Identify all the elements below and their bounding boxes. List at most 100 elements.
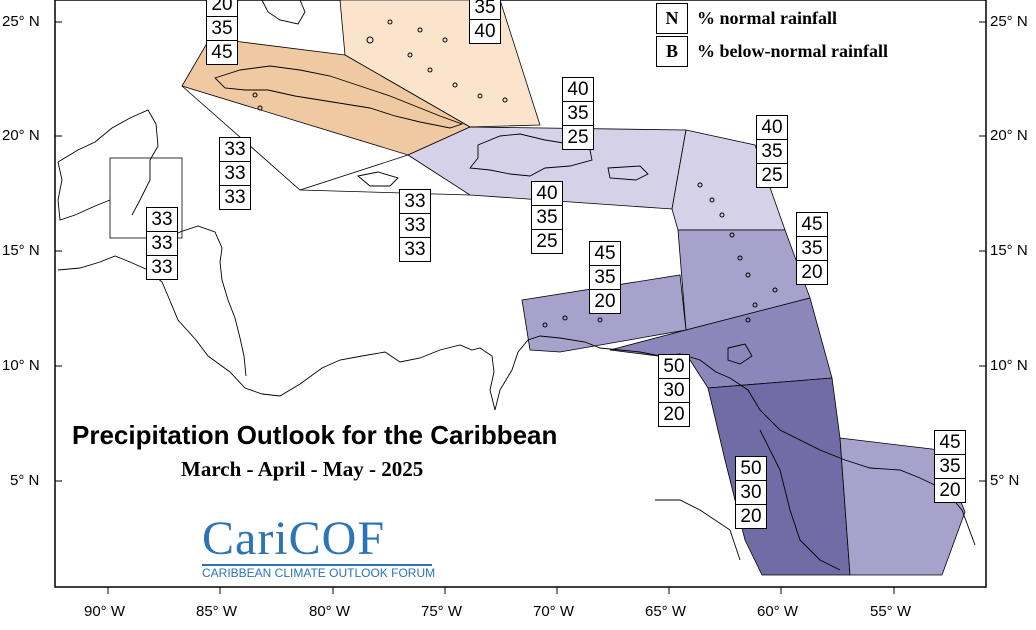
coast-florida: [261, 0, 306, 25]
prob-box-cuba: 33 33 33: [219, 137, 251, 210]
prob-above: 50: [735, 456, 767, 481]
prob-below: 45: [206, 40, 238, 65]
prob-above: 33: [146, 207, 178, 232]
map-subtitle: March - April - May - 2025: [181, 457, 424, 481]
region-suriname: [839, 437, 966, 576]
legend-row-normal: N % normal rainfall: [656, 2, 986, 35]
prob-normal: 33: [146, 231, 178, 256]
prob-above: 40: [562, 77, 594, 102]
lon-label-70: 70° W: [533, 603, 575, 620]
prob-below: 40: [469, 19, 501, 44]
prob-normal: 33: [219, 161, 251, 186]
coast-central-america: [57, 255, 496, 411]
legend-key-below: B: [656, 36, 688, 67]
logo-wordmark: CariCOF: [202, 512, 386, 565]
prob-box-leeward: 40 35 25: [756, 115, 788, 188]
prob-normal: 30: [735, 480, 767, 505]
prob-box-windward: 45 35 20: [796, 212, 828, 285]
prob-normal: 35: [469, 0, 501, 20]
prob-normal: 35: [796, 236, 828, 261]
left-ticks: [55, 21, 986, 594]
lat-label-left-5: 5° N: [10, 472, 40, 489]
lon-label-90: 90° W: [84, 603, 126, 620]
prob-above: 40: [531, 181, 563, 206]
prob-box-abc: 45 35 20: [589, 241, 621, 314]
lon-label-75: 75° W: [421, 603, 463, 620]
coast-trinidad: [727, 343, 753, 365]
lon-label-65: 65° W: [645, 603, 687, 620]
legend-text-normal: % normal rainfall: [697, 8, 837, 28]
coast-venezuela: [494, 335, 976, 546]
prob-normal: 35: [756, 139, 788, 164]
prob-box-trinidad: 50 30 20: [658, 354, 690, 427]
prob-above: 45: [934, 430, 966, 455]
prob-below: 20: [934, 478, 966, 503]
coast-cuba: [214, 65, 464, 129]
legend: N % normal rainfall B % below-normal rai…: [656, 2, 986, 68]
region-cuba: [181, 37, 471, 156]
lat-label-right-25: 25° N: [990, 13, 1028, 30]
lat-label-left-15: 15° N: [2, 242, 40, 259]
lat-label-right-20: 20° N: [990, 127, 1028, 144]
coast-hispaniola: [469, 133, 593, 177]
prob-below: 25: [531, 229, 563, 254]
prob-normal: 35: [934, 454, 966, 479]
prob-normal: 30: [658, 378, 690, 403]
prob-below: 20: [796, 260, 828, 285]
prob-normal: 35: [531, 205, 563, 230]
coast-brazil: [655, 499, 741, 561]
prob-normal: 35: [206, 16, 238, 41]
lat-label-left-25: 25° N: [2, 13, 40, 30]
prob-box-suriname: 45 35 20: [934, 430, 966, 503]
prob-above: 45: [796, 212, 828, 237]
coast-guianas-inner: [759, 429, 841, 571]
coast-nicaragua: [155, 225, 247, 377]
lat-label-right-15: 15° N: [990, 242, 1028, 259]
prob-box-bahamas-west: 20 35 45: [206, 0, 238, 65]
prob-normal: 35: [589, 265, 621, 290]
prob-box-hispaniola-north: 40 35 25: [562, 77, 594, 150]
prob-above: 20: [206, 0, 238, 17]
prob-below: 20: [658, 402, 690, 427]
prob-below: 20: [735, 504, 767, 529]
prob-above: 40: [756, 115, 788, 140]
prob-box-hispaniola: 40 35 25: [531, 181, 563, 254]
prob-normal: 35: [562, 101, 594, 126]
caricof-logo: CariCOF CARIBBEAN CLIMATE OUTLOOK FORUM: [202, 512, 435, 580]
prob-below: 33: [219, 185, 251, 210]
coast-gulf: [57, 161, 111, 221]
legend-key-normal: N: [656, 3, 688, 34]
lon-label-85: 85° W: [196, 603, 238, 620]
prob-box-belize: 33 33 33: [146, 207, 178, 280]
prob-below: 25: [562, 125, 594, 150]
lat-label-right-10: 10° N: [990, 357, 1028, 374]
lat-label-left-20: 20° N: [2, 127, 40, 144]
lon-label-55: 55° W: [870, 603, 912, 620]
legend-text-below: % below-normal rainfall: [697, 41, 888, 61]
lat-label-left-10: 10° N: [2, 357, 40, 374]
lon-label-60: 60° W: [757, 603, 799, 620]
prob-above: 50: [658, 354, 690, 379]
small-islands: [252, 19, 778, 328]
logo-rule: [202, 564, 432, 566]
coast-jamaica: [356, 171, 399, 187]
prob-above: 45: [589, 241, 621, 266]
logo-tagline: CARIBBEAN CLIMATE OUTLOOK FORUM: [202, 566, 436, 580]
coast-yucatan: [57, 109, 159, 216]
prob-below: 25: [756, 163, 788, 188]
prob-below: 20: [589, 289, 621, 314]
lat-label-right-5: 5° N: [990, 472, 1020, 489]
prob-above: 33: [219, 137, 251, 162]
prob-normal: 33: [399, 213, 431, 238]
prob-below: 33: [146, 255, 178, 280]
map-title: Precipitation Outlook for the Caribbean: [72, 420, 558, 450]
lon-label-80: 80° W: [309, 603, 351, 620]
prob-above: 33: [399, 189, 431, 214]
prob-box-jamaica: 33 33 33: [399, 189, 431, 262]
coast-puerto-rico: [607, 165, 649, 181]
prob-box-guyana: 50 30 20: [735, 456, 767, 529]
legend-row-below: B % below-normal rainfall: [656, 35, 986, 68]
prob-box-bahamas-east: 35 40: [469, 0, 501, 44]
prob-below: 33: [399, 237, 431, 262]
